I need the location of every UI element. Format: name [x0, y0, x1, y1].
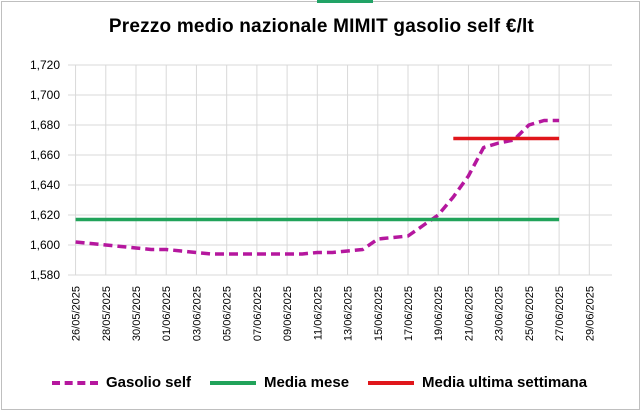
y-tick-label: 1,680 [30, 118, 60, 132]
legend-label: Media ultima settimana [422, 374, 588, 391]
legend-label: Media mese [264, 374, 350, 391]
x-tick-label: 13/06/2025 [343, 286, 355, 341]
y-axis: 1,580 1,600 1,620 1,640 1,660 1,680 1,700 1,720 [30, 58, 60, 282]
legend-item-gasolio-self: Gasolio self [52, 374, 191, 391]
x-tick-label: 30/05/2025 [131, 286, 143, 341]
x-tick-label: 29/06/2025 [584, 286, 596, 341]
gridlines [68, 64, 612, 276]
x-tick-label: 28/05/2025 [101, 286, 113, 341]
x-tick-label: 23/06/2025 [494, 286, 506, 341]
series-group [75, 118, 560, 256]
y-tick-label: 1,700 [30, 88, 60, 102]
legend-label: Gasolio self [106, 374, 192, 391]
legend-swatch-line-icon [368, 380, 414, 385]
x-tick-label: 15/06/2025 [373, 286, 385, 341]
x-tick-label: 21/06/2025 [463, 286, 475, 341]
x-tick-label: 11/06/2025 [312, 286, 324, 340]
y-tick-label: 1,640 [30, 178, 60, 192]
legend-swatch-dashed-icon [52, 380, 98, 385]
legend-swatch-line-icon [210, 380, 256, 385]
y-tick-label: 1,580 [30, 268, 60, 282]
x-tick-label: 17/06/2025 [403, 286, 415, 341]
x-tick-label: 01/06/2025 [161, 286, 173, 341]
x-tick-label: 07/06/2025 [252, 286, 264, 341]
legend-item-media-ultima-settimana: Media ultima settimana [368, 374, 587, 391]
legend: Gasolio self Media mese Media ultima set… [0, 374, 643, 394]
x-tick-label: 26/05/2025 [71, 286, 83, 341]
legend-item-media-mese: Media mese [210, 374, 349, 391]
x-tick-label: 19/06/2025 [433, 286, 445, 341]
x-axis: 26/05/2025 28/05/2025 30/05/2025 01/06/2025… [71, 286, 597, 341]
y-tick-label: 1,660 [30, 148, 60, 162]
x-tick-label: 03/06/2025 [191, 286, 203, 341]
y-tick-label: 1,720 [30, 58, 60, 72]
x-tick-label: 25/06/2025 [524, 286, 536, 341]
x-tick-label: 05/06/2025 [222, 286, 234, 341]
series-line-gasolio-self [75, 118, 560, 256]
x-tick-label: 27/06/2025 [554, 286, 566, 341]
chart-title: Prezzo medio nazionale MIMIT gasolio sel… [108, 16, 535, 37]
y-tick-label: 1,620 [30, 208, 60, 222]
x-tick-label: 09/06/2025 [282, 286, 294, 341]
selection-handle[interactable] [317, 0, 373, 3]
y-tick-label: 1,600 [30, 238, 60, 252]
